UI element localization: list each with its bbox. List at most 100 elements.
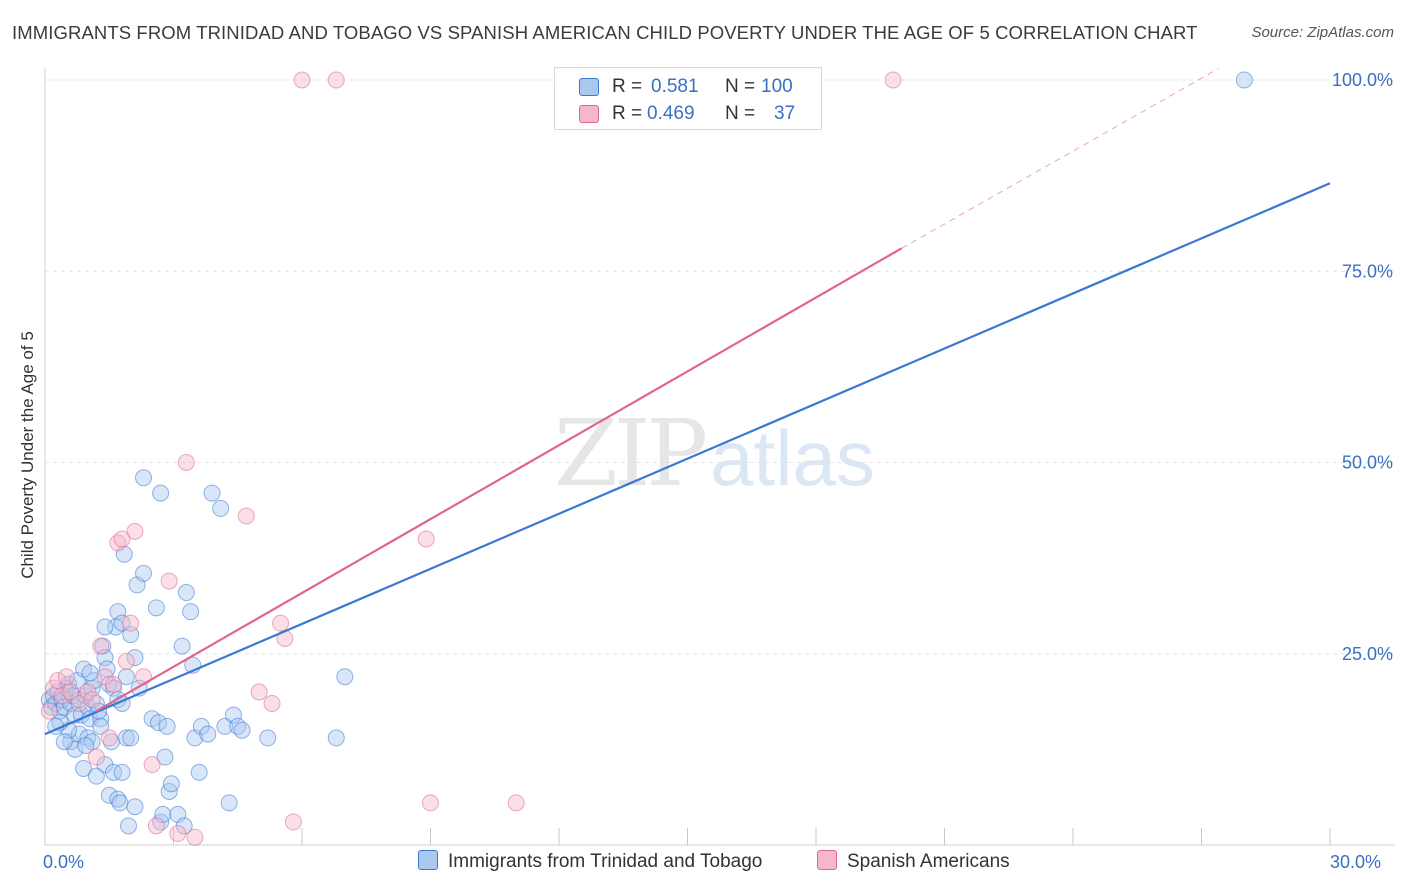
chart-title: IMMIGRANTS FROM TRINIDAD AND TOBAGO VS S… <box>12 22 1198 43</box>
point-trinidad <box>233 721 251 739</box>
n-value: 100 <box>761 76 793 97</box>
point-spanish <box>87 748 105 766</box>
point-spanish <box>186 828 204 846</box>
r-label: R = <box>612 103 643 124</box>
y-tick-label: 75.0% <box>1342 261 1393 281</box>
legend-item-blue: Immigrants from Trinidad and Tobago <box>418 850 762 873</box>
point-trinidad <box>113 763 131 781</box>
point-spanish <box>62 683 80 701</box>
point-trinidad <box>120 817 138 835</box>
point-trinidad <box>1235 71 1253 89</box>
blue-swatch <box>579 78 599 96</box>
y-tick-labels: 25.0% 50.0% 75.0% 100.0% <box>1332 70 1393 664</box>
point-spanish <box>327 71 345 89</box>
point-spanish <box>126 522 144 540</box>
point-spanish <box>105 675 123 693</box>
point-trinidad <box>77 737 95 755</box>
point-spanish <box>143 756 161 774</box>
point-spanish <box>117 652 135 670</box>
point-trinidad <box>259 729 277 747</box>
point-spanish <box>83 691 101 709</box>
point-trinidad <box>152 484 170 502</box>
point-trinidad <box>158 717 176 735</box>
n-label: N = <box>725 103 756 124</box>
point-spanish <box>507 794 525 812</box>
point-spanish <box>293 71 311 89</box>
point-spanish <box>100 729 118 747</box>
point-spanish <box>169 825 187 843</box>
x-tick-min: 0.0% <box>43 852 85 872</box>
n-label: N = <box>725 76 756 97</box>
point-trinidad <box>336 668 354 686</box>
point-spanish <box>40 702 58 720</box>
point-trinidad <box>117 668 135 686</box>
point-spanish <box>417 530 435 548</box>
point-spanish <box>122 614 140 632</box>
point-spanish <box>53 687 71 705</box>
point-spanish <box>92 637 110 655</box>
point-trinidad <box>96 618 114 636</box>
point-trinidad <box>182 603 200 621</box>
point-spanish <box>70 694 88 712</box>
point-trinidad <box>81 664 99 682</box>
point-spanish <box>147 817 165 835</box>
point-trinidad <box>87 767 105 785</box>
point-trinidad <box>75 760 93 777</box>
point-spanish <box>160 572 178 590</box>
point-trinidad <box>105 763 123 781</box>
watermark-zip: ZIP <box>554 400 708 507</box>
legend-row-pink: R = 0.469 N = 37 <box>555 100 821 128</box>
point-spanish <box>177 454 195 471</box>
blue-legend-swatch <box>418 850 438 870</box>
point-trinidad <box>135 564 153 582</box>
point-spanish <box>57 668 75 686</box>
point-trinidad <box>224 706 242 724</box>
point-trinidad <box>199 725 217 743</box>
pink-legend-label: Spanish Americans <box>847 851 1010 872</box>
legend-item-pink: Spanish Americans <box>817 850 1010 873</box>
point-spanish <box>284 813 302 831</box>
point-trinidad <box>113 614 131 632</box>
r-label: R = <box>612 76 643 97</box>
point-trinidad <box>105 679 123 697</box>
trend-layer <box>44 68 1331 736</box>
point-spanish <box>263 694 281 712</box>
point-trinidad <box>122 729 140 747</box>
point-trinidad <box>111 794 129 812</box>
point-trinidad <box>126 649 144 667</box>
trendline-spanish-extension <box>901 68 1219 249</box>
pink-legend-swatch <box>817 850 837 870</box>
point-spanish <box>272 614 290 632</box>
point-trinidad <box>220 794 238 812</box>
source-label: Source: ZipAtlas.com <box>1251 24 1394 41</box>
points-layer <box>40 71 1253 846</box>
point-trinidad <box>55 733 73 751</box>
pink-swatch <box>579 105 599 123</box>
point-spanish <box>79 683 97 701</box>
r-value: 0.469 <box>647 103 695 124</box>
y-tick-label: 25.0% <box>1342 644 1393 664</box>
point-spanish <box>113 530 131 548</box>
n-value: 37 <box>774 103 796 124</box>
trendline-trinidad <box>44 182 1331 736</box>
point-trinidad <box>162 775 180 793</box>
point-trinidad <box>126 798 144 816</box>
point-trinidad <box>150 714 168 732</box>
y-tick-label: 100.0% <box>1332 70 1393 90</box>
blue-legend-label: Immigrants from Trinidad and Tobago <box>448 851 763 872</box>
point-trinidad <box>147 599 165 617</box>
x-tick-max: 30.0% <box>1330 852 1382 872</box>
point-trinidad <box>190 763 208 781</box>
point-trinidad <box>173 637 191 655</box>
axis-layer <box>44 68 1395 846</box>
legend-row-blue: R = 0.581 N = 100 <box>555 73 821 101</box>
point-trinidad <box>216 717 234 735</box>
point-trinidad <box>156 748 174 766</box>
r-value: 0.581 <box>651 76 699 97</box>
y-tick-label: 50.0% <box>1342 453 1393 473</box>
trendline-spanish <box>95 247 903 713</box>
point-trinidad <box>327 729 345 747</box>
point-trinidad <box>135 469 153 487</box>
point-trinidad <box>177 584 195 602</box>
